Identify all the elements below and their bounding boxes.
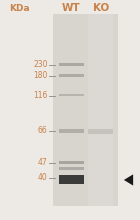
Bar (88, 14, 113, 206)
Bar (88, 129, 113, 134)
Bar (59, 161, 84, 164)
Text: 47: 47 (38, 158, 48, 167)
Text: 180: 180 (33, 72, 48, 80)
Bar (59, 63, 84, 66)
Text: KDa: KDa (9, 4, 30, 13)
Text: WT: WT (62, 3, 81, 13)
Bar (59, 175, 84, 184)
Bar (53, 14, 118, 206)
Bar (59, 129, 84, 133)
Bar (59, 167, 84, 170)
Text: KO: KO (93, 3, 109, 13)
Bar (59, 94, 84, 96)
Text: 40: 40 (38, 173, 48, 182)
Polygon shape (124, 174, 133, 185)
Text: 66: 66 (38, 126, 48, 135)
Bar (59, 74, 84, 77)
Text: 230: 230 (33, 61, 48, 69)
Text: 116: 116 (33, 91, 48, 100)
